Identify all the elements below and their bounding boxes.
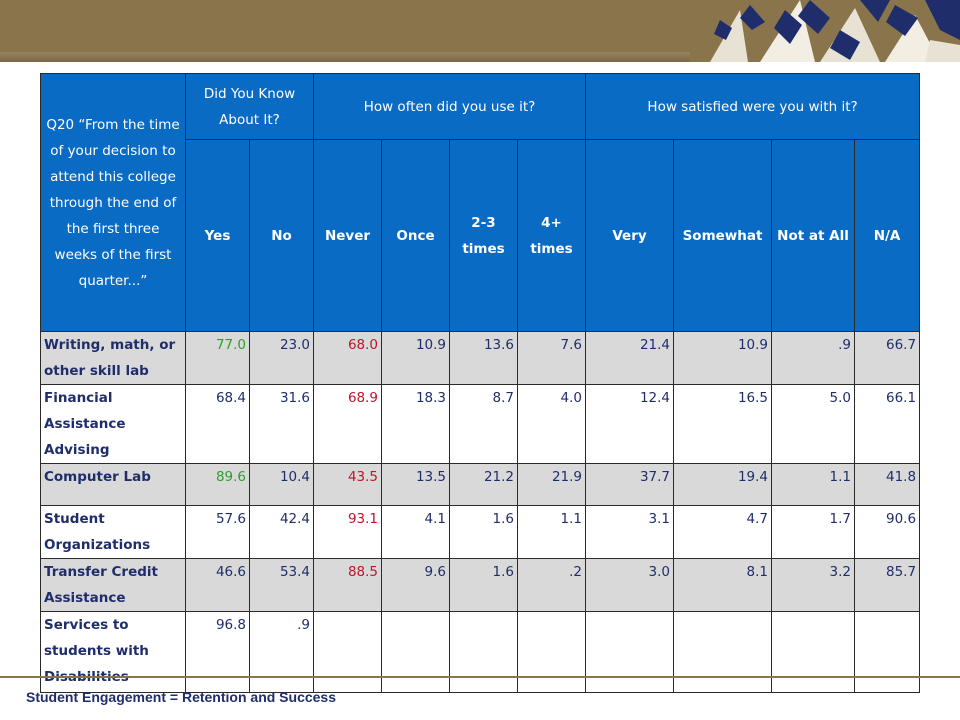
column-header: N/A bbox=[854, 139, 921, 332]
table-cell: 42.4 bbox=[249, 505, 314, 559]
table-cell: 3.0 bbox=[585, 558, 675, 612]
table-cell: 4.1 bbox=[381, 505, 450, 559]
row-label: Student Organizations bbox=[40, 505, 186, 559]
table-cell bbox=[585, 611, 675, 693]
table-cell bbox=[449, 611, 518, 693]
table-cell: 18.3 bbox=[381, 384, 450, 464]
table-row: Computer Lab 89.6 10.4 43.5 13.5 21.2 21… bbox=[40, 463, 921, 506]
table-cell: 53.4 bbox=[249, 558, 314, 612]
column-header: 2-3 times bbox=[449, 139, 518, 332]
table-cell bbox=[673, 611, 773, 693]
column-header: Yes bbox=[185, 139, 250, 332]
group-header-usage: How often did you use it? bbox=[312, 73, 587, 140]
footer-divider bbox=[0, 676, 960, 678]
table-cell: 8.1 bbox=[673, 558, 773, 612]
row-label: Transfer Credit Assistance bbox=[40, 558, 186, 612]
question-header: Q20 “From the time of your decision to a… bbox=[40, 73, 186, 332]
table-cell: 1.6 bbox=[449, 558, 518, 612]
table-cell bbox=[516, 611, 587, 693]
column-header: Somewhat bbox=[673, 139, 773, 332]
table-cell: 1.6 bbox=[449, 505, 518, 559]
table-cell: 66.7 bbox=[854, 331, 921, 385]
table-row: Financial Assistance Advising 68.4 31.6 … bbox=[40, 384, 921, 464]
table-cell: 21.2 bbox=[449, 463, 518, 506]
banner-shine bbox=[0, 52, 960, 62]
table-cell: 16.5 bbox=[673, 384, 773, 464]
table-cell: 4.0 bbox=[516, 384, 587, 464]
column-header: Not at All bbox=[771, 139, 856, 332]
table-row: Transfer Credit Assistance 46.6 53.4 88.… bbox=[40, 558, 921, 612]
table-cell: .2 bbox=[516, 558, 587, 612]
table-cell: 10.9 bbox=[673, 331, 773, 385]
table-cell bbox=[854, 611, 921, 693]
table-cell: 4.7 bbox=[673, 505, 773, 559]
table-cell: 68.4 bbox=[185, 384, 250, 464]
table-cell: 1.1 bbox=[516, 505, 587, 559]
table-cell: 46.6 bbox=[185, 558, 250, 612]
table-cell: 68.9 bbox=[313, 384, 382, 464]
table-row: Writing, math, or other skill lab 77.0 2… bbox=[40, 331, 921, 385]
row-label: Services to students with Disabilities bbox=[40, 611, 186, 693]
table-cell: 96.8 bbox=[185, 611, 250, 693]
table-cell: 57.6 bbox=[185, 505, 250, 559]
table-cell: 8.7 bbox=[449, 384, 518, 464]
table-cell: 19.4 bbox=[673, 463, 773, 506]
table-cell: 1.1 bbox=[771, 463, 856, 506]
table-cell: 21.4 bbox=[585, 331, 675, 385]
column-header: Never bbox=[313, 139, 382, 332]
table-cell: .9 bbox=[771, 331, 856, 385]
table-cell bbox=[313, 611, 382, 693]
table-row: Services to students with Disabilities 9… bbox=[40, 611, 921, 693]
table-cell: 88.5 bbox=[313, 558, 382, 612]
table-cell: 77.0 bbox=[185, 331, 250, 385]
table-cell: 21.9 bbox=[516, 463, 587, 506]
table-cell: 3.1 bbox=[585, 505, 675, 559]
table-cell: 23.0 bbox=[249, 331, 314, 385]
table-cell: 3.2 bbox=[771, 558, 856, 612]
stars-decoration-icon bbox=[690, 0, 960, 62]
table-cell: 7.6 bbox=[516, 331, 587, 385]
group-header-awareness: Did You Know About It? bbox=[185, 73, 314, 140]
column-header: Once bbox=[381, 139, 450, 332]
table-cell: 90.6 bbox=[854, 505, 921, 559]
footer-title: Student Engagement = Retention and Succe… bbox=[26, 689, 337, 705]
table-row: Student Organizations 57.6 42.4 93.1 4.1… bbox=[40, 505, 921, 559]
table-cell: 43.5 bbox=[313, 463, 382, 506]
table-cell: 9.6 bbox=[381, 558, 450, 612]
table-cell bbox=[771, 611, 856, 693]
survey-table: Q20 “From the time of your decision to a… bbox=[40, 73, 921, 693]
table-cell: 13.6 bbox=[449, 331, 518, 385]
table-cell: 12.4 bbox=[585, 384, 675, 464]
table-cell: 85.7 bbox=[854, 558, 921, 612]
table-cell: 13.5 bbox=[381, 463, 450, 506]
table-cell: 89.6 bbox=[185, 463, 250, 506]
group-header-satisfaction: How satisfied were you with it? bbox=[585, 73, 921, 140]
row-label: Writing, math, or other skill lab bbox=[40, 331, 186, 385]
table-cell: 31.6 bbox=[249, 384, 314, 464]
row-label: Computer Lab bbox=[40, 463, 186, 506]
table-cell: .9 bbox=[249, 611, 314, 693]
table-cell bbox=[381, 611, 450, 693]
table-cell: 37.7 bbox=[585, 463, 675, 506]
row-label: Financial Assistance Advising bbox=[40, 384, 186, 464]
column-header: 4+ times bbox=[516, 139, 587, 332]
table-cell: 41.8 bbox=[854, 463, 921, 506]
table-cell: 10.9 bbox=[381, 331, 450, 385]
table-cell: 93.1 bbox=[313, 505, 382, 559]
column-header: No bbox=[249, 139, 314, 332]
table-cell: 10.4 bbox=[249, 463, 314, 506]
column-header: Very bbox=[585, 139, 675, 332]
table-cell: 1.7 bbox=[771, 505, 856, 559]
table-cell: 5.0 bbox=[771, 384, 856, 464]
table-cell: 68.0 bbox=[313, 331, 382, 385]
table-cell: 66.1 bbox=[854, 384, 921, 464]
